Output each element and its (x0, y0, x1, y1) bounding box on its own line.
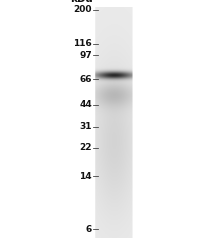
Text: 200: 200 (74, 6, 92, 14)
Text: 14: 14 (79, 172, 92, 181)
Text: 22: 22 (80, 144, 92, 152)
Text: kDa: kDa (70, 0, 93, 4)
Text: 44: 44 (79, 100, 92, 109)
Text: 66: 66 (80, 75, 92, 84)
Text: 6: 6 (86, 225, 92, 234)
Text: 97: 97 (79, 51, 92, 60)
Text: 116: 116 (73, 40, 92, 48)
Text: 31: 31 (80, 122, 92, 131)
